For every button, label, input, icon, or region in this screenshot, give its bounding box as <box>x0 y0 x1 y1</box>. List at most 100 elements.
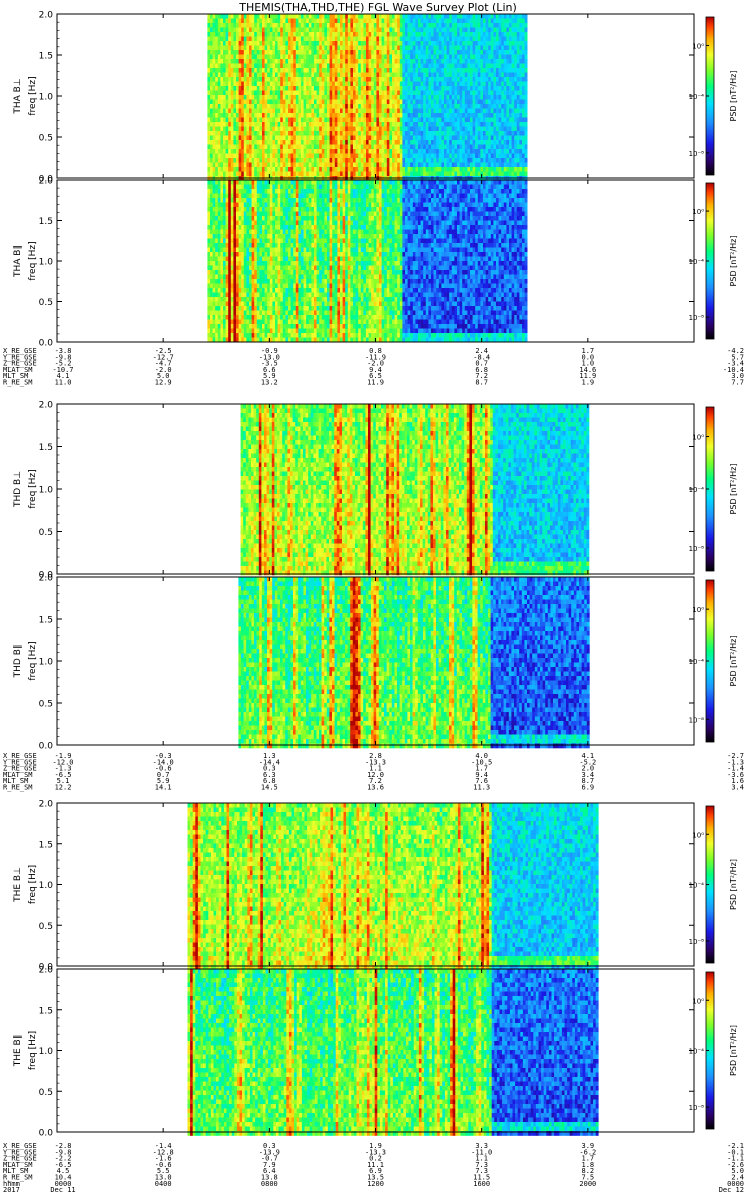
spectrogram-cell <box>425 140 429 145</box>
spectrogram-cell <box>298 131 302 136</box>
spectrogram-cell <box>433 59 437 64</box>
spectrogram-cell <box>233 54 237 60</box>
spectrogram-cell <box>475 63 479 69</box>
spectrogram-cell <box>293 117 297 123</box>
spectrogram-cell <box>311 135 315 141</box>
spectrogram-cell <box>470 36 473 42</box>
spectrogram-cell <box>368 95 372 100</box>
spectrogram-cell <box>389 140 393 145</box>
spectrogram-cell <box>488 158 492 163</box>
spectrogram-cell <box>480 45 484 51</box>
spectrogram-cell <box>246 36 250 42</box>
spectrogram-cell <box>225 297 229 302</box>
spectrogram-cell <box>472 122 476 127</box>
spectrogram-cell <box>472 54 476 60</box>
spectrogram-cell <box>217 301 221 307</box>
spectrogram-cell <box>483 167 486 172</box>
spectrogram-cell <box>267 23 271 28</box>
spectrogram-cell <box>301 36 304 42</box>
spectrogram-cell <box>269 149 273 154</box>
spectrogram-cell <box>311 122 315 127</box>
spectrogram-cell <box>321 32 325 37</box>
spectrogram-cell <box>436 108 440 114</box>
spectrogram-cell <box>236 77 239 82</box>
spectrogram-cell <box>215 77 219 82</box>
spectrogram-cell <box>514 167 518 172</box>
spectrogram-cell <box>485 108 489 114</box>
spectrogram-cell <box>373 77 377 82</box>
spectrogram-cell <box>241 149 245 154</box>
spectrogram-cell <box>428 81 432 87</box>
spectrogram-cell <box>241 81 245 87</box>
spectrogram-cell <box>503 131 507 136</box>
spectrogram-cell <box>306 158 310 163</box>
spectrogram-cell <box>475 54 479 60</box>
spectrogram-cell <box>451 68 455 73</box>
spectrogram-cell <box>311 117 315 123</box>
spectrogram-cell <box>217 63 221 69</box>
spectrogram-cell <box>233 247 237 253</box>
spectrogram-cell <box>436 149 440 154</box>
spectrogram-cell <box>259 167 263 172</box>
spectrogram-cell <box>480 27 484 33</box>
spectrogram-cell <box>259 144 263 150</box>
spectrogram-cell <box>316 45 320 51</box>
spectrogram-cell <box>498 126 502 132</box>
spectrogram-cell <box>407 167 411 172</box>
spectrogram-cell <box>280 36 284 42</box>
spectrogram-cell <box>220 59 224 64</box>
spectrogram-cell <box>306 27 310 33</box>
spectrogram-cell <box>212 72 216 78</box>
spectrogram-cell <box>493 81 497 87</box>
spectrogram-cell <box>514 77 518 82</box>
spectrogram-cell <box>410 131 414 136</box>
spectrogram-cell <box>249 45 252 51</box>
spectrogram-cell <box>519 140 523 145</box>
spectrogram-cell <box>256 18 260 24</box>
spectrogram-cell <box>371 90 375 96</box>
spectrogram-cell <box>347 135 351 141</box>
spectrogram-cell <box>207 95 211 100</box>
spectrogram-cell <box>470 131 473 136</box>
spectrogram-cell <box>207 41 211 46</box>
spectrogram-cell <box>314 54 317 60</box>
spectrogram-cell <box>493 126 497 132</box>
spectrogram-cell <box>431 113 434 118</box>
spectrogram-cell <box>475 77 479 82</box>
spectrogram-cell <box>360 135 364 141</box>
spectrogram-cell <box>228 72 232 78</box>
spectrogram-cell <box>467 72 471 78</box>
spectrogram-cell <box>269 77 273 82</box>
spectrogram-cell <box>223 113 226 118</box>
spectrogram-cell <box>210 54 213 60</box>
spectrogram-cell <box>501 18 505 24</box>
spectrogram-cell <box>298 90 302 96</box>
spectrogram-cell <box>516 99 520 105</box>
spectrogram-cell <box>236 81 239 87</box>
spectrogram-cell <box>223 171 226 177</box>
spectrogram-cell <box>293 167 297 172</box>
spectrogram-cell <box>363 104 367 109</box>
spectrogram-cell <box>485 99 489 105</box>
spectrogram-cell <box>524 45 528 51</box>
spectrogram-cell <box>360 77 364 82</box>
spectrogram-cell <box>220 162 224 168</box>
spectrogram-cell <box>217 117 221 123</box>
spectrogram-cell <box>293 86 297 91</box>
spectrogram-cell <box>438 99 442 105</box>
spectrogram-cell <box>238 149 242 154</box>
spectrogram-cell <box>379 140 382 145</box>
spectrogram-cell <box>524 86 528 91</box>
spectrogram-cell <box>381 158 385 163</box>
spectrogram-cell <box>293 153 297 159</box>
spectrogram-cell <box>327 81 330 87</box>
spectrogram-cell <box>327 23 330 28</box>
spectrogram-cell <box>444 36 447 42</box>
spectrogram-cell <box>225 81 229 87</box>
spectrogram-cell <box>384 41 388 46</box>
spectrogram-cell <box>319 131 323 136</box>
spectrogram-cell <box>519 122 523 127</box>
spectrogram-cell <box>332 140 336 145</box>
spectrogram-cell <box>423 113 427 118</box>
spectrogram-cell <box>238 131 242 136</box>
